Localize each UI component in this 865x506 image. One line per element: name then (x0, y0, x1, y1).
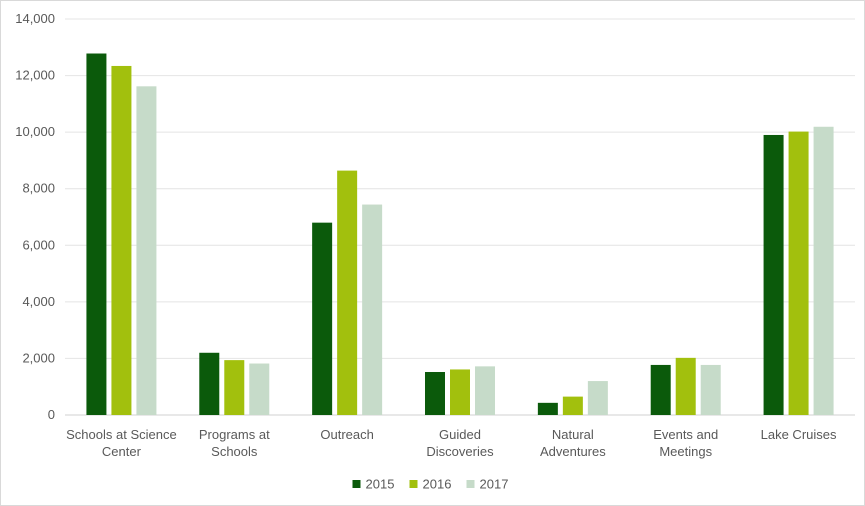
y-tick-label: 2,000 (22, 350, 55, 365)
bar-2017-2 (362, 204, 383, 415)
bar-2016-1 (224, 360, 245, 415)
category-label: Meetings (659, 444, 712, 459)
legend-swatch-2017 (466, 480, 475, 488)
bar-2015-4 (537, 402, 558, 415)
category-label: Events and (653, 427, 718, 442)
legend-label-2017: 2017 (480, 477, 509, 492)
bar-2015-0 (86, 53, 107, 415)
bar-2016-0 (111, 65, 132, 415)
legend-swatch-2015 (352, 480, 361, 488)
bar-2015-5 (650, 364, 671, 415)
bar-2016-4 (562, 396, 583, 415)
category-label: Natural (552, 427, 594, 442)
bar-2015-2 (312, 222, 333, 415)
bar-2016-6 (788, 131, 809, 415)
y-tick-label: 8,000 (22, 181, 55, 196)
category-label: Guided (439, 427, 481, 442)
y-tick-label: 10,000 (15, 124, 55, 139)
y-tick-label: 14,000 (15, 11, 55, 26)
category-label: Discoveries (426, 444, 494, 459)
bar-2017-1 (249, 363, 270, 415)
legend-label-2015: 2015 (366, 477, 395, 492)
legend: 2015 2016 2017 (352, 477, 509, 492)
bar-2017-0 (136, 86, 157, 415)
category-label: Schools at Science (66, 427, 177, 442)
bar-2017-6 (813, 126, 834, 416)
bar-2016-5 (675, 357, 696, 415)
bar-2017-5 (700, 364, 721, 415)
legend-label-2016: 2016 (423, 477, 452, 492)
bar-2015-1 (199, 352, 220, 415)
y-axis-tick-labels: 0 2,000 4,000 6,000 8,000 10,000 12,000 14,000 (15, 11, 55, 422)
category-labels: Schools at Science Center Programs at Schoo… (66, 427, 837, 459)
category-label: Outreach (320, 427, 373, 442)
bar-2016-3 (450, 369, 470, 415)
legend-swatch-2016 (409, 480, 418, 488)
bar-2017-4 (587, 381, 608, 415)
category-label: Adventures (540, 444, 606, 459)
category-label: Center (102, 444, 142, 459)
y-tick-label: 6,000 (22, 237, 55, 252)
y-tick-label: 0 (48, 407, 55, 422)
bar-2016-2 (337, 170, 358, 415)
y-tick-label: 12,000 (15, 68, 55, 83)
y-tick-label: 4,000 (22, 294, 55, 309)
bar-2015-6 (763, 134, 784, 415)
category-label: Schools (211, 444, 258, 459)
category-label: Programs at (199, 427, 270, 442)
bars (86, 53, 834, 416)
gridlines (65, 18, 855, 416)
bar-2017-3 (475, 366, 495, 415)
category-label: Lake Cruises (761, 427, 837, 442)
bar-2015-3 (425, 372, 445, 415)
